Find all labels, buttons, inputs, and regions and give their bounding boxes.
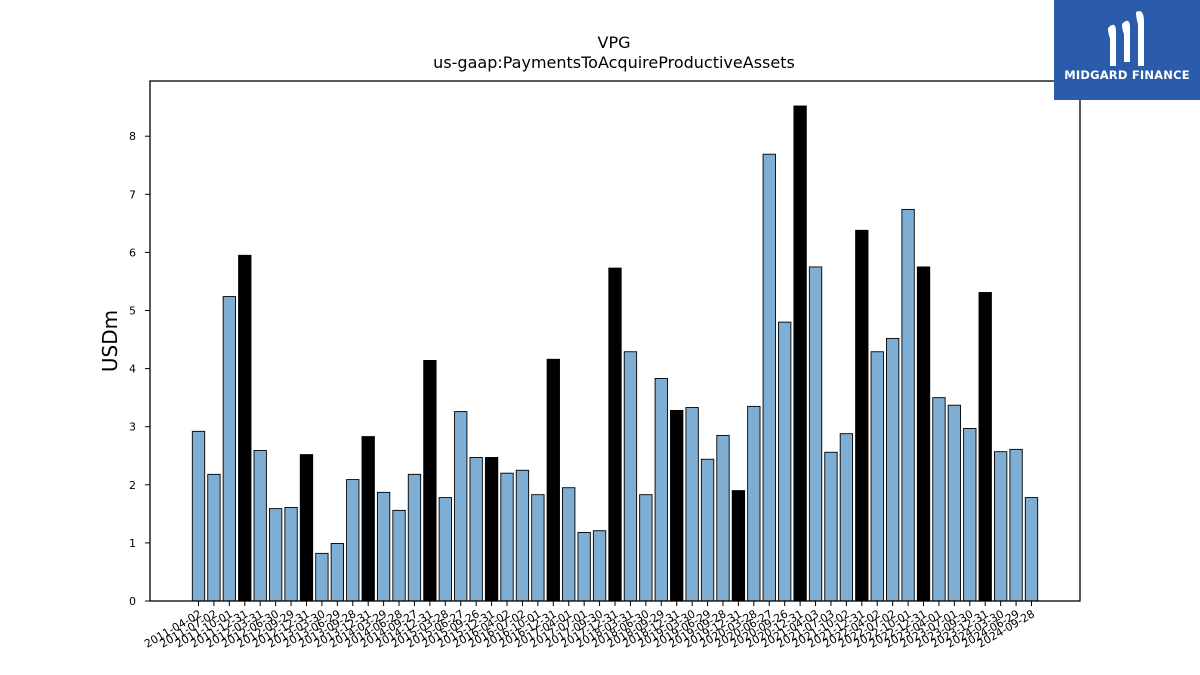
bar-2017-07-01 [577, 531, 591, 602]
brand-watermark: MIDGARD FINANCE [1054, 0, 1200, 100]
bars-group [191, 105, 1039, 602]
bar-2015-12-31 [484, 457, 499, 602]
plot-frame [149, 80, 1081, 602]
x-axis-ticks: 2011-04-022011-07-022011-10-012011-12-31… [142, 601, 1037, 651]
bar-2021-04-03 [808, 266, 823, 602]
bar-2011-12-31 [238, 254, 252, 602]
bar-2013-12-31 [361, 436, 375, 602]
y-tick-label: 4 [129, 363, 136, 376]
bar-2019-03-30 [685, 407, 699, 602]
bar-2013-06-29 [330, 543, 344, 602]
bar-2023-09-30 [963, 427, 977, 602]
y-tick-label: 5 [129, 305, 136, 318]
y-tick-label: 3 [129, 421, 136, 434]
bar-2023-12-31 [978, 292, 992, 602]
bar-2011-04-02 [191, 430, 206, 602]
bar-2012-09-29 [284, 507, 298, 602]
bar-2012-06-30 [268, 508, 283, 602]
bar-2020-09-26 [778, 321, 792, 602]
bar-2017-12-31 [608, 267, 622, 602]
bar-2014-03-29 [376, 491, 391, 602]
bar-2011-07-02 [207, 473, 221, 602]
bar-2019-12-31 [731, 490, 746, 602]
bar-2018-06-30 [639, 494, 653, 602]
chart-subtitle: us-gaap:PaymentsToAcquireProductiveAsset… [433, 53, 795, 72]
bar-2011-10-01 [222, 296, 236, 602]
bar-2024-03-30 [994, 451, 1008, 602]
midgard-logo-icon [1108, 11, 1144, 66]
bar-2016-10-01 [531, 494, 545, 602]
bar-2022-07-02 [886, 337, 900, 602]
y-tick-label: 7 [129, 188, 136, 201]
bar-2021-10-02 [839, 433, 854, 602]
bar-2022-12-31 [916, 266, 931, 602]
bar-2016-12-31 [546, 358, 560, 602]
y-axis-ticks: 0 1 2 3 4 5 6 7 8 [129, 130, 150, 608]
bar-2016-07-02 [515, 469, 530, 602]
bar-2024-09-28 [1024, 497, 1039, 602]
bar-2023-04-01 [932, 397, 946, 602]
y-tick-label: 2 [129, 479, 136, 492]
bar-2013-03-30 [315, 552, 329, 602]
bar-2021-07-03 [824, 451, 838, 602]
bar-2018-12-31 [670, 409, 684, 602]
bar-2022-04-02 [870, 351, 884, 602]
bar-2020-12-31 [793, 105, 807, 602]
bar-2015-09-26 [469, 457, 483, 602]
bar-2015-03-28 [438, 497, 452, 602]
bar-2018-09-29 [654, 378, 668, 602]
bar-2012-03-31 [253, 450, 267, 602]
bar-2020-03-28 [747, 405, 761, 602]
bar-2014-06-28 [392, 509, 406, 602]
bar-2020-06-27 [762, 153, 776, 602]
bar-2018-03-31 [623, 351, 638, 602]
chart-title: VPG [598, 33, 631, 52]
y-tick-label: 0 [129, 595, 136, 608]
bar-2021-12-31 [855, 229, 869, 602]
bar-2012-12-31 [299, 454, 314, 602]
bar-2014-09-27 [407, 473, 422, 602]
y-tick-label: 1 [129, 537, 136, 550]
bar-2019-06-29 [700, 458, 715, 602]
bar-2013-09-28 [346, 479, 360, 602]
bar-2016-04-02 [500, 472, 514, 602]
bar-2023-07-01 [947, 404, 962, 602]
bar-2017-09-30 [592, 530, 607, 602]
bar-2022-10-01 [901, 208, 915, 602]
bar-2017-04-01 [562, 487, 576, 602]
bar-2014-12-31 [423, 360, 437, 602]
y-tick-label: 8 [129, 130, 136, 143]
bar-2024-06-29 [1009, 448, 1023, 602]
y-tick-label: 6 [129, 246, 136, 259]
brand-name: MIDGARD FINANCE [1064, 68, 1190, 82]
y-axis-label: USDm [98, 310, 122, 372]
bar-2019-09-28 [716, 434, 730, 602]
bar-2015-06-27 [454, 411, 468, 602]
